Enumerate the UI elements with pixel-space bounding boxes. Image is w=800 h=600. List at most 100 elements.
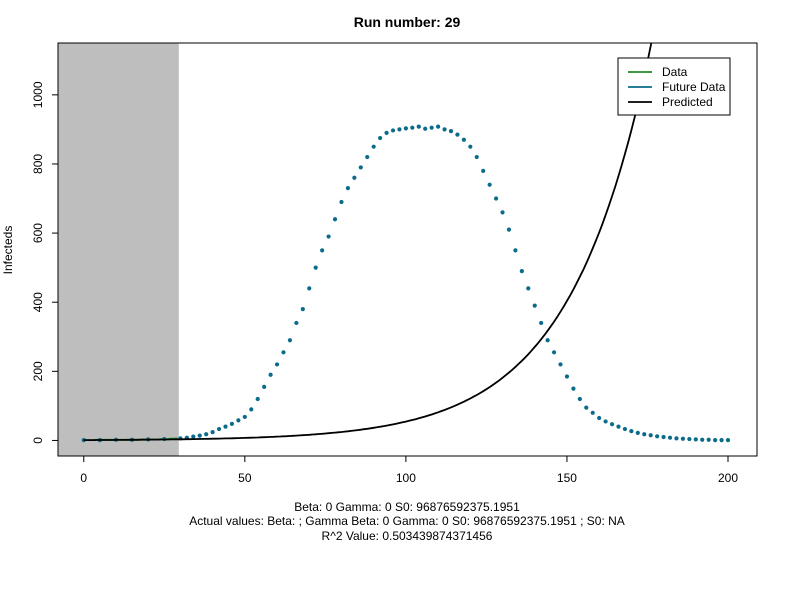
shade-layer: [58, 43, 179, 456]
future-data-point: [191, 434, 196, 439]
future-data-point: [667, 435, 673, 440]
future-data-point: [725, 438, 731, 443]
y-axis-label: Infecteds: [1, 226, 15, 275]
plot-area-frame: [57, 42, 758, 457]
future-data-point: [687, 436, 692, 442]
future-data-point: [436, 124, 441, 129]
future-data-point: [274, 362, 280, 367]
future-data-point: [416, 124, 421, 129]
future-data-point: [577, 396, 582, 402]
future-data-point: [197, 433, 202, 438]
future-data-point: [378, 135, 383, 141]
future-data-point: [403, 126, 408, 131]
y-tick-label: 600: [31, 223, 45, 243]
future-data-point: [332, 217, 338, 222]
future-data-point: [429, 125, 434, 130]
predicted-line: [83, 43, 653, 441]
future-data-point: [410, 125, 415, 130]
future-data-point: [448, 129, 454, 134]
y-tick-label: 800: [31, 154, 45, 174]
future-data-point: [597, 415, 602, 421]
future-data-point: [674, 436, 679, 441]
future-data-point: [358, 165, 363, 170]
future-data-point: [661, 434, 666, 440]
y-tick-label: 400: [31, 292, 45, 312]
future-data-point: [423, 126, 428, 131]
future-data-point: [300, 307, 305, 312]
y-tick-label: 0: [31, 437, 45, 444]
future-data-point: [513, 248, 518, 253]
future-data-point: [622, 426, 628, 432]
future-data-point: [519, 269, 524, 274]
y-tick-label: 1000: [31, 81, 45, 108]
x-tick-label: 200: [718, 471, 738, 485]
future-data-point: [590, 410, 595, 415]
future-data-point: [352, 175, 357, 180]
future-data-point: [655, 434, 660, 439]
x-tick-label: 150: [557, 471, 577, 485]
x-tick-label: 100: [396, 471, 416, 485]
future-data-point: [345, 186, 351, 191]
future-data-point: [526, 286, 531, 291]
future-data-point: [609, 422, 615, 427]
chart-title: Run number: 29: [354, 14, 461, 30]
observed-window-shade: [58, 43, 179, 456]
future-data-point: [326, 234, 331, 239]
future-data-point: [481, 168, 486, 173]
future-data-point: [545, 338, 550, 343]
actual-values-text: Actual values: Beta: ; Gamma Beta: 0 Gam…: [189, 514, 625, 528]
future-data-point: [693, 437, 698, 442]
fit-params-text: Beta: 0 Gamma: 0 S0: 96876592375.1951: [294, 500, 520, 514]
future-data-point: [365, 154, 370, 160]
future-data-point: [281, 350, 286, 355]
legend-label: Data: [662, 65, 688, 79]
future-data-point: [584, 405, 589, 410]
future-data-point: [532, 303, 537, 308]
legend-label: Future Data: [662, 80, 726, 94]
future-data-point: [493, 196, 499, 201]
future-data-point: [390, 128, 396, 133]
future-data-point: [262, 384, 267, 389]
axes: 0 50 100 150 200 0 200 400 600 800 1000: [31, 81, 738, 485]
future-data-point: [442, 127, 447, 132]
future-data-point: [635, 430, 640, 435]
future-data-point: [461, 137, 466, 142]
future-data-point: [268, 372, 273, 377]
future-data-point: [603, 419, 608, 424]
x-tick-label: 50: [238, 471, 252, 485]
future-data-point: [551, 350, 557, 355]
future-data-point: [255, 396, 260, 402]
future-data-point: [487, 182, 492, 187]
future-data-point: [294, 320, 299, 326]
future-data-point: [287, 338, 293, 343]
future-data-point: [384, 130, 389, 135]
future-data-point: [313, 265, 318, 270]
future-data-point: [371, 144, 376, 149]
future-data-point: [719, 438, 724, 443]
future-data-point: [204, 432, 209, 437]
future-data-point: [539, 320, 544, 326]
y-tick-label: 200: [31, 361, 45, 381]
future-data-point: [571, 386, 576, 391]
future-data-point: [216, 426, 222, 432]
future-data-point: [506, 227, 512, 232]
future-data-point: [564, 374, 570, 379]
future-data-point: [320, 248, 325, 253]
future-data-point: [242, 414, 247, 420]
future-data-point: [397, 127, 402, 132]
future-data-point: [468, 144, 473, 149]
future-data-point: [223, 424, 228, 429]
future-data-point: [210, 430, 215, 435]
future-data-point: [474, 154, 479, 160]
x-tick-label: 0: [80, 471, 87, 485]
future-data-point: [558, 362, 563, 367]
future-data-point: [236, 418, 241, 423]
future-data-point: [339, 199, 344, 205]
r2-value-text: R^2 Value: 0.503439874371456: [322, 529, 493, 543]
future-data-point: [229, 421, 235, 426]
future-data-point: [616, 424, 621, 429]
future-data-point: [307, 286, 312, 291]
future-data-point: [249, 407, 254, 412]
